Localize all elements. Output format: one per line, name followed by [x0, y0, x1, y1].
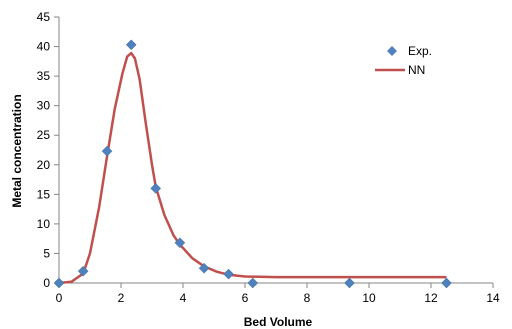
x-tick-label: 14 — [486, 291, 500, 305]
nn-series-line — [58, 51, 447, 285]
legend-exp-label: Exp. — [408, 44, 432, 58]
exp-data-point — [150, 183, 162, 194]
y-tick-label: 35 — [37, 69, 51, 83]
exp-data-point — [223, 268, 234, 280]
plot-area — [53, 39, 452, 289]
exp-data-point — [174, 237, 186, 249]
y-tick-label: 20 — [37, 158, 51, 172]
y-tick-label: 40 — [37, 40, 51, 54]
exp-data-point — [247, 277, 259, 289]
legend-exp-marker — [387, 46, 397, 56]
y-tick-label: 0 — [43, 276, 50, 290]
legend-nn-label: NN — [408, 63, 425, 77]
x-tick-label: 8 — [304, 291, 311, 305]
exp-data-point — [101, 145, 113, 157]
legend: Exp. NN — [375, 44, 432, 77]
exp-data-point — [53, 277, 65, 289]
y-tick-label: 5 — [43, 246, 50, 260]
exp-data-point — [198, 262, 210, 274]
exp-data-point — [77, 265, 89, 277]
x-axis-title: Bed Volume — [244, 315, 313, 329]
y-tick-label: 10 — [37, 217, 51, 231]
x-tick-label: 4 — [180, 291, 187, 305]
y-tick-label: 45 — [37, 10, 51, 24]
y-axis-title: Metal concentration — [10, 94, 24, 207]
x-tick-label: 10 — [362, 291, 376, 305]
x-tick-label: 0 — [56, 291, 63, 305]
y-tick-label: 15 — [37, 187, 51, 201]
y-tick-label: 30 — [37, 99, 51, 113]
tick-labels: 0 5 10 15 20 25 30 35 40 45 0 2 4 6 8 10 12 14 — [37, 10, 500, 305]
exp-data-point — [441, 277, 452, 289]
exp-data-point — [344, 277, 355, 289]
exp-data-point — [125, 39, 137, 51]
x-tick-label: 2 — [118, 291, 125, 305]
y-tick-label: 25 — [37, 128, 51, 142]
x-tick-label: 6 — [242, 291, 249, 305]
x-tick-label: 12 — [424, 291, 438, 305]
